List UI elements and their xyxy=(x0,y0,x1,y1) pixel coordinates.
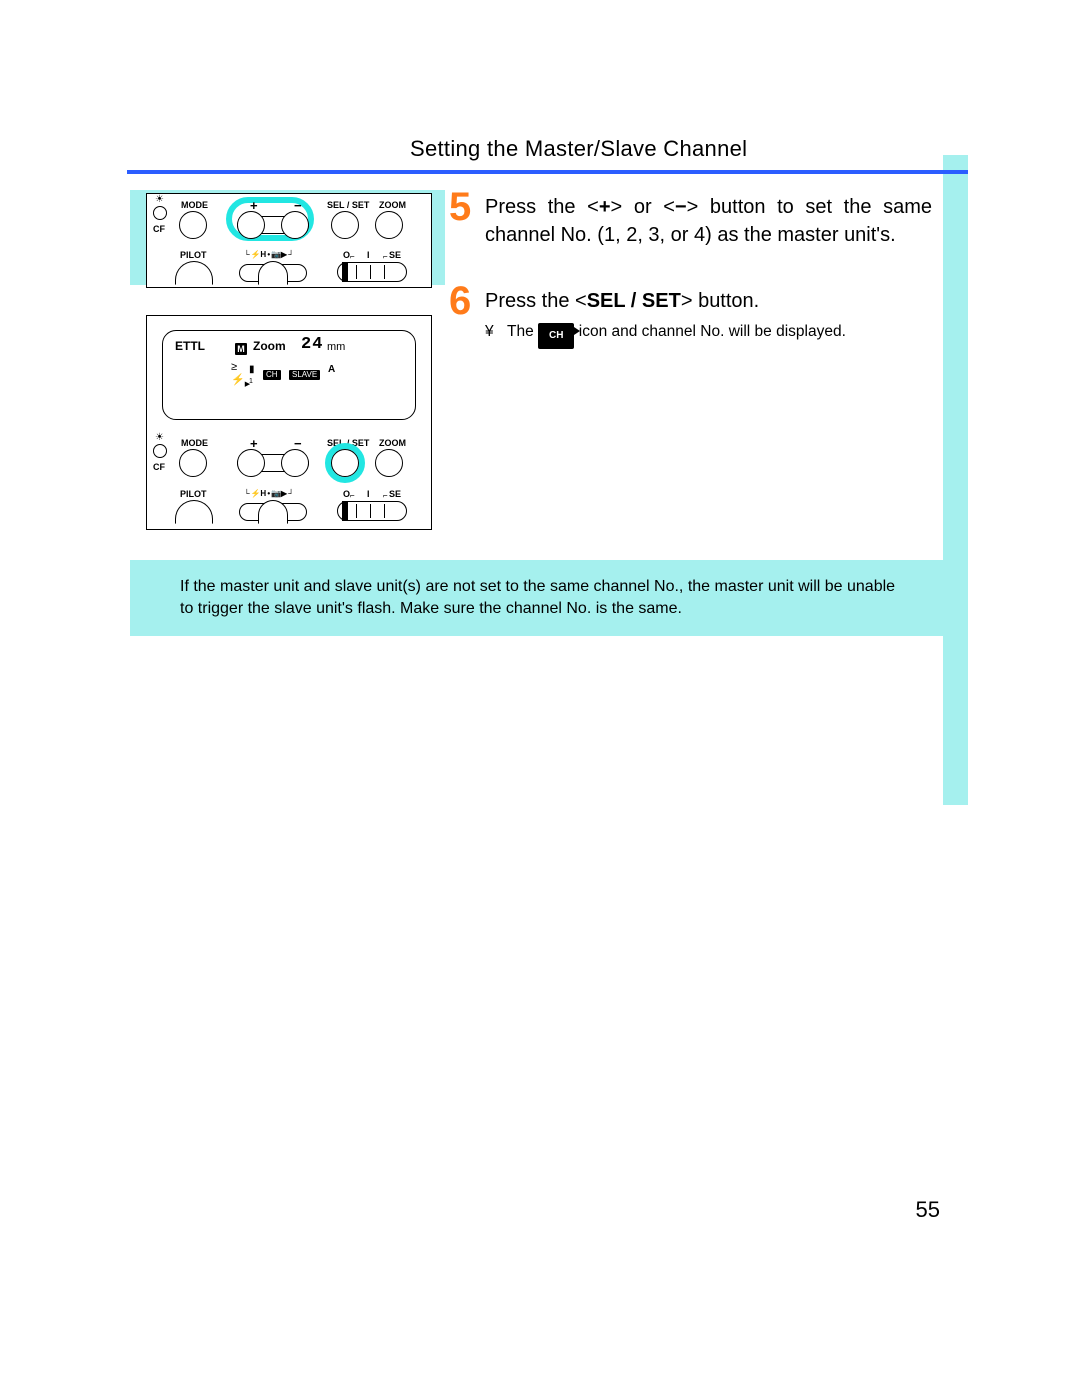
lcd-focal: 24 xyxy=(301,335,323,354)
selset-button xyxy=(331,211,359,239)
bullet-icon: ¥ xyxy=(485,321,494,343)
zoom-button xyxy=(375,211,403,239)
side-accent-bar xyxy=(943,155,968,805)
control-panel-diagram-2: ETTL M Zoom 24 mm ≥⚡▶ ▮1 CH SLAVE A ☀ CF… xyxy=(146,315,432,530)
selset-label: SEL / SET xyxy=(327,200,369,210)
control-panel-diagram-1: ☀ CF MODE + − SEL / SET ZOOM PILOT └ ⚡H … xyxy=(146,193,432,288)
sync-symbols: └ ⚡H • 📷▶ ┘ xyxy=(244,489,293,498)
page-title: Setting the Master/Slave Channel xyxy=(410,136,747,162)
cf-label: CF xyxy=(153,224,165,234)
power-o-label: O xyxy=(343,489,350,499)
power-se-label: SE xyxy=(389,250,401,260)
step-number: 6 xyxy=(449,279,471,324)
cf-label: CF xyxy=(153,462,165,472)
sync-symbols: └ ⚡H • 📷▶ ┘ xyxy=(244,250,293,259)
mode-button xyxy=(179,211,207,239)
lcd-screen: ETTL M Zoom 24 mm ≥⚡▶ ▮1 CH SLAVE A xyxy=(162,330,416,420)
pilot-button xyxy=(175,500,213,524)
power-se-label: SE xyxy=(389,489,401,499)
ch-chip-icon: CH xyxy=(538,323,574,349)
lcd-ch-chip: CH xyxy=(263,364,281,382)
power-se-arc: ⌐ xyxy=(383,252,388,261)
lcd-slave-chip: SLAVE xyxy=(289,364,320,382)
power-switch-nub xyxy=(342,262,348,282)
power-i-label: I xyxy=(367,489,370,499)
minus-button xyxy=(281,449,309,477)
lcd-ettl: ETTL xyxy=(175,339,205,353)
step-6: 6 Press the <SEL / SET> button. ¥ The CH… xyxy=(449,287,932,349)
zoom-label: ZOOM xyxy=(379,438,406,448)
sync-button xyxy=(258,261,288,285)
zoom-label: ZOOM xyxy=(379,200,406,210)
manual-page: Setting the Master/Slave Channel ☀ CF MO… xyxy=(0,0,1080,1378)
backlight-icon: ☀ xyxy=(155,434,164,442)
zoom-button xyxy=(375,449,403,477)
minus-icon: − xyxy=(675,196,687,218)
lcd-wireless-icon: ≥⚡▶ xyxy=(231,361,250,388)
lcd-zoom-label: Zoom xyxy=(253,339,286,353)
step-5: 5 Press the <+> or <−> button to set the… xyxy=(449,193,932,249)
power-se-arc: ⌐ xyxy=(383,491,388,500)
step-5-text: Press the <+> or <−> button to set the s… xyxy=(485,193,932,249)
plus-button xyxy=(237,211,265,239)
mode-label: MODE xyxy=(181,200,208,210)
power-o-label: O xyxy=(343,250,350,260)
power-off-arc: ⌐ xyxy=(350,491,355,500)
backlight-button xyxy=(153,444,167,458)
title-underline xyxy=(127,170,968,174)
warning-callout: If the master unit and slave unit(s) are… xyxy=(130,560,943,636)
pilot-label: PILOT xyxy=(180,250,207,260)
lcd-mm: mm xyxy=(327,341,345,353)
mode-button xyxy=(179,449,207,477)
lcd-m-icon: M xyxy=(235,339,247,357)
selset-label-inline: SEL / SET xyxy=(587,290,681,312)
plus-button xyxy=(237,449,265,477)
plus-icon: + xyxy=(599,196,611,218)
step-number: 5 xyxy=(449,185,471,230)
selset-button xyxy=(331,449,359,477)
page-number: 55 xyxy=(916,1197,940,1223)
mode-label: MODE xyxy=(181,438,208,448)
power-i-label: I xyxy=(367,250,370,260)
power-switch xyxy=(337,501,407,521)
instruction-steps: 5 Press the <+> or <−> button to set the… xyxy=(449,193,932,375)
sync-button xyxy=(258,500,288,524)
warning-text: If the master unit and slave unit(s) are… xyxy=(130,576,943,620)
backlight-button xyxy=(153,206,167,220)
pilot-label: PILOT xyxy=(180,489,207,499)
backlight-icon: ☀ xyxy=(155,196,164,204)
power-switch xyxy=(337,262,407,282)
lcd-group-a: A xyxy=(328,364,335,375)
power-switch-nub xyxy=(342,501,348,521)
power-off-arc: ⌐ xyxy=(350,252,355,261)
pilot-button xyxy=(175,261,213,285)
step-6-text: Press the <SEL / SET> button. xyxy=(485,287,932,315)
lcd-ratio-icon: ▮1 xyxy=(249,364,255,386)
minus-button xyxy=(281,211,309,239)
step-6-sub: ¥ The CH icon and channel No. will be di… xyxy=(485,321,932,349)
